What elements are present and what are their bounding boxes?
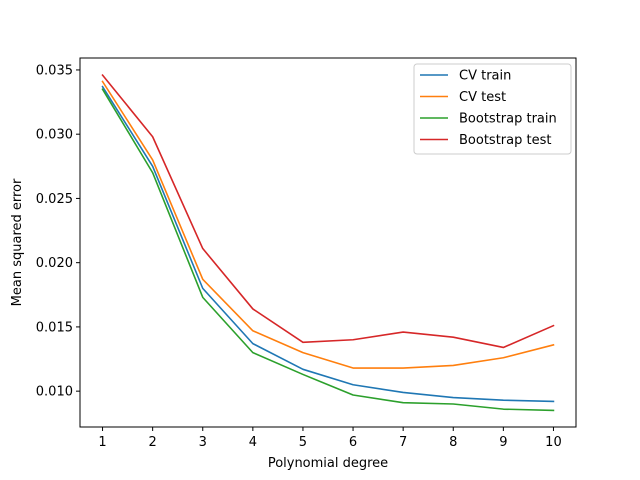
y-tick-label: 0.010: [36, 385, 73, 400]
x-tick-label: 4: [249, 435, 257, 450]
legend: CV train CV test Bootstrap train Bootstrap …: [413, 63, 572, 155]
y-tick-label: 0.015: [36, 320, 73, 335]
y-axis: 0.010 0.015 0.020 0.025 0.030 0.035: [36, 63, 80, 400]
lines-layer: [101, 73, 555, 412]
x-tick-label: 9: [499, 435, 507, 450]
x-tick-label: 3: [199, 435, 207, 450]
x-tick-label: 5: [299, 435, 307, 450]
y-tick-label: 0.020: [36, 256, 73, 271]
legend-label: CV train: [459, 69, 511, 84]
y-tick-label: 0.030: [36, 128, 73, 143]
x-tick-label: 8: [449, 435, 457, 450]
x-axis: 1 2 3 4 5 6 7 8 9 10: [98, 427, 562, 450]
x-tick-label: 2: [149, 435, 157, 450]
series-line-cv-test: [101, 80, 555, 369]
series-line-bootstrap-test: [101, 73, 555, 349]
series-line-cv-train: [101, 85, 555, 403]
axes-frame: [79, 57, 577, 428]
x-tick-label: 10: [545, 435, 562, 450]
x-tick-label: 1: [98, 435, 106, 450]
y-tick-label: 0.035: [36, 63, 73, 78]
x-axis-label: Polynomial degree: [268, 456, 388, 471]
x-tick-label: 7: [399, 435, 407, 450]
x-tick-label: 6: [349, 435, 357, 450]
legend-label: CV test: [459, 90, 506, 105]
legend-label: Bootstrap train: [459, 112, 557, 127]
legend-box: [413, 63, 572, 155]
y-tick-label: 0.025: [36, 192, 73, 207]
legend-label: Bootstrap test: [459, 133, 551, 148]
series-line-bootstrap-train: [101, 88, 555, 412]
y-axis-label: Mean squared error: [10, 178, 25, 306]
